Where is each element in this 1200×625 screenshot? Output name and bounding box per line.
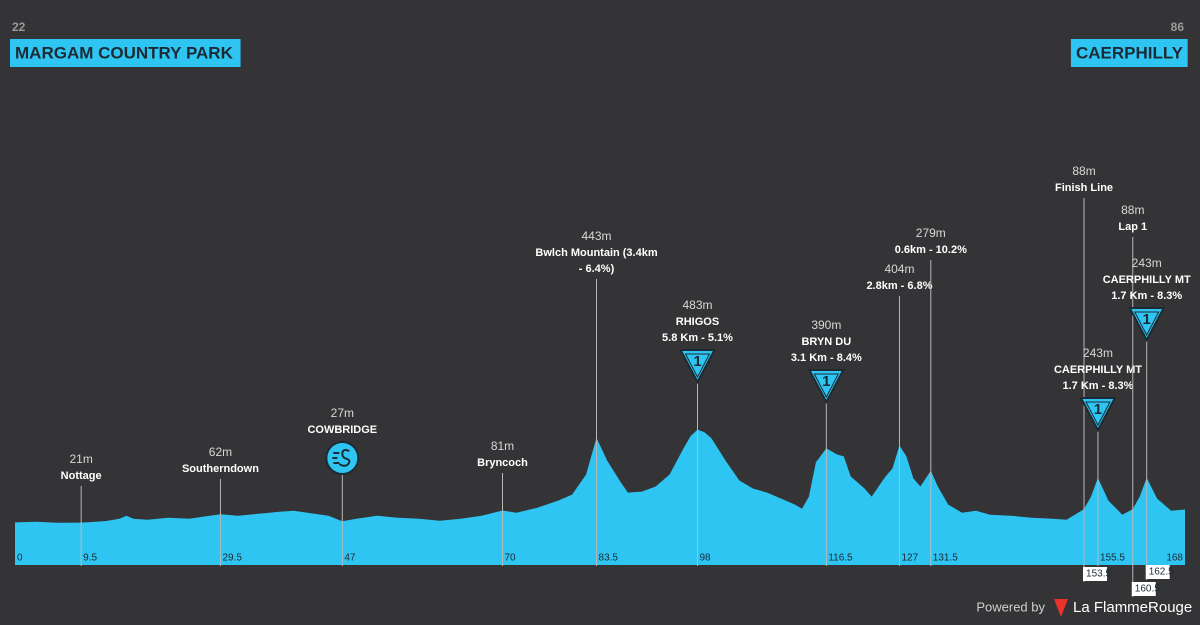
waypoint-label: CAERPHILLY MT [1103,274,1191,286]
x-limit-label: 0 [17,553,23,564]
climb-icon-inner [1133,311,1160,337]
km-label: 162.5 [1149,567,1174,578]
climb-icon [1128,307,1166,343]
climb-icon-inner [1085,401,1111,427]
waypoint-label: CAERPHILLY MT [1054,364,1142,376]
km-label: 116.5 [828,553,853,564]
waypoint-label: COWBRIDGE [307,424,377,436]
climb-category: 1 [1143,311,1151,328]
elevation-label: 243m [1083,346,1113,360]
km-label: 70 [505,553,517,564]
start-box [10,39,241,67]
km-label-box [1131,582,1156,596]
elevation-area [15,429,1185,565]
km-label-box [1145,565,1170,579]
sprint-icon-inner [332,449,351,467]
km-label-box [1083,567,1108,581]
finish-name: CAERPHILLY [1076,43,1184,62]
waypoint-label: RHIGOS [676,316,719,328]
finish-elevation: 86 [1171,20,1185,34]
elevation-label: 483m [682,298,712,312]
climb-icon [807,369,846,405]
x-limit-label: 168 [1166,553,1183,564]
elevation-label: 21m [69,452,92,466]
km-label: 83.5 [599,553,619,564]
waypoint-label: Bryncoch [477,457,528,469]
elevation-label: 390m [811,318,841,332]
km-label: 160.5 [1135,584,1160,595]
waypoint-label: BRYN DU [801,336,851,348]
waypoint-label: 2.8km - 6.8% [866,280,932,292]
waypoint-label: Nottage [61,470,102,482]
elevation-label: 279m [916,226,946,240]
km-label: 153.5 [1086,569,1111,580]
climb-icon [1079,397,1117,433]
brand: La FlammeRouge [1073,599,1192,616]
waypoint-label: 0.6km - 10.2% [895,244,967,256]
km-label: 127 [901,553,918,564]
waypoint-label: Finish Line [1055,182,1113,194]
elevation-label: 443m [582,229,612,243]
waypoint-label: 3.1 Km - 8.4% [791,352,862,364]
brand-logo [1054,599,1068,617]
start-name: MARGAM COUNTRY PARK [15,43,234,62]
waypoint-label: 1.7 Km - 8.3% [1062,380,1133,392]
elevation-label: 404m [884,262,914,276]
elevation-label: 243m [1132,256,1162,270]
sprint-icon [325,441,360,475]
elevation-label: 62m [209,445,232,459]
waypoint-label: - 6.4%) [579,263,615,275]
km-label: 155.5 [1100,553,1125,564]
elevation-label: 88m [1121,203,1144,217]
km-label: 98 [700,553,712,564]
elevation-label: 88m [1072,164,1095,178]
waypoint-label: Lap 1 [1118,221,1147,233]
km-label: 9.5 [83,553,97,564]
km-label: 29.5 [222,553,242,564]
waypoint-label: 1.7 Km - 8.3% [1111,290,1182,302]
elevation-label: 81m [491,439,514,453]
km-label: 47 [344,553,356,564]
waypoint-label: Bwlch Mountain (3.4km [535,247,657,259]
climb-icon [678,349,717,385]
km-label: 131.5 [933,553,958,564]
climb-icon-inner [813,373,840,399]
waypoint-label: 5.8 Km - 5.1% [662,332,733,344]
climb-icon-inner [684,353,711,379]
elevation-label: 27m [331,406,354,420]
credit: Powered by [976,599,1045,614]
finish-box [1070,39,1188,67]
climb-category: 1 [693,353,701,370]
climb-category: 1 [1094,401,1102,418]
climb-category: 1 [822,373,830,390]
waypoint-label: Southerndown [182,463,259,475]
start-elevation: 22 [12,20,26,34]
